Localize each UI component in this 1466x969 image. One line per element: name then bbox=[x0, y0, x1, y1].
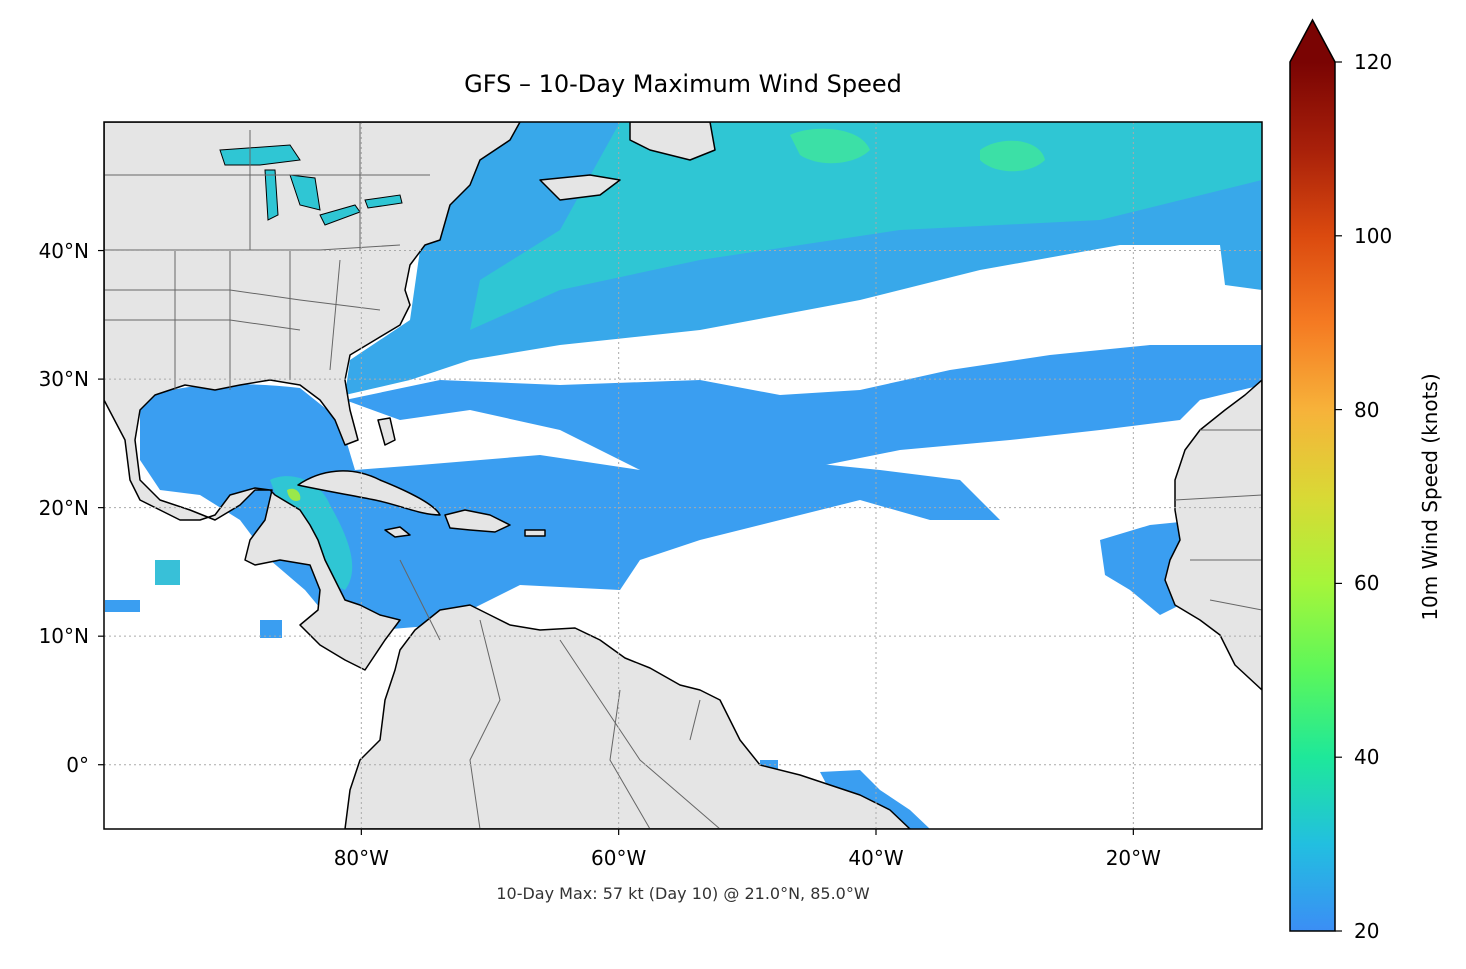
land-south-america bbox=[344, 604, 911, 829]
land bbox=[104, 122, 1262, 829]
colorbar-frame bbox=[1289, 18, 1336, 932]
land-bahamas bbox=[377, 417, 396, 446]
colorbar-tick-label: 120 bbox=[1354, 50, 1393, 74]
colorbar-title: 10m Wind Speed (knots) bbox=[1418, 373, 1442, 621]
wind-field-midlat bbox=[345, 345, 1262, 480]
wind-field-north-band bbox=[470, 122, 1262, 330]
map-frame bbox=[103, 121, 1263, 830]
colorbar-tick-label: 40 bbox=[1354, 745, 1380, 770]
land-hispaniola bbox=[444, 509, 511, 533]
wind-field-speck-3 bbox=[155, 560, 180, 585]
colorbar-tick-label: 100 bbox=[1354, 223, 1393, 248]
gridlines bbox=[104, 122, 1262, 829]
map-area bbox=[104, 122, 1262, 829]
colorbar-tick-label: 80 bbox=[1354, 397, 1380, 422]
wind-field-gulf bbox=[140, 384, 1000, 630]
wind-field-brazil bbox=[820, 770, 930, 829]
wind-field-speck-2 bbox=[260, 620, 282, 638]
land-newfoundland bbox=[539, 174, 621, 201]
lat-tick-label: 30°N bbox=[38, 367, 89, 392]
lake-michigan bbox=[264, 169, 279, 221]
map-title: GFS – 10-Day Maximum Wind Speed bbox=[464, 70, 902, 98]
lat-tick-label: 10°N bbox=[38, 624, 89, 649]
wind-field-speck-1 bbox=[105, 600, 140, 612]
lake-huron bbox=[289, 174, 321, 211]
great-lakes bbox=[219, 144, 403, 226]
colorbar-extend-arrow bbox=[1290, 20, 1335, 62]
lat-tick-label: 20°N bbox=[38, 495, 89, 520]
max-wind-footnote: 10-Day Max: 57 kt (Day 10) @ 21.0°N, 85.… bbox=[496, 884, 870, 903]
lat-tick-label: 0° bbox=[66, 752, 89, 777]
wind-field-crest-2 bbox=[980, 140, 1045, 172]
borders bbox=[104, 122, 1262, 829]
wind-field-max bbox=[287, 488, 301, 501]
colorbar-body bbox=[1290, 62, 1335, 931]
lon-tick-label: 20°W bbox=[1105, 846, 1161, 870]
land-puerto-rico bbox=[524, 529, 546, 537]
colorbar-tick-label: 60 bbox=[1354, 571, 1380, 596]
colorbar-tick-label: 20 bbox=[1354, 919, 1380, 943]
land-jamaica bbox=[384, 526, 411, 538]
lat-tick-label: 40°N bbox=[38, 238, 89, 263]
land-north-america bbox=[104, 122, 521, 671]
lon-tick-label: 60°W bbox=[591, 846, 647, 870]
land-africa bbox=[1164, 379, 1262, 691]
lon-tick-label: 80°W bbox=[333, 846, 389, 870]
wind-field-north-crest bbox=[790, 128, 870, 164]
map-ticks bbox=[98, 249, 1134, 835]
lake-ontario bbox=[364, 194, 403, 209]
lon-tick-label: 40°W bbox=[848, 846, 904, 870]
colorbar bbox=[1289, 18, 1342, 932]
colorbar-ticks bbox=[1335, 61, 1342, 932]
land-cuba bbox=[297, 470, 441, 516]
lake-superior bbox=[219, 144, 301, 166]
land-greenland-south bbox=[629, 122, 716, 161]
